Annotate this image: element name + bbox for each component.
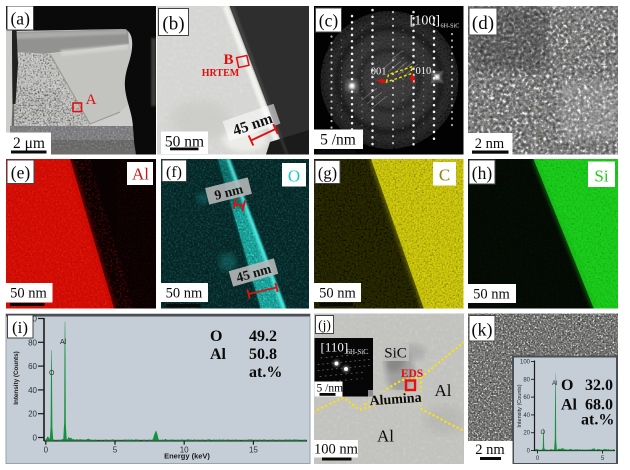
- svg-text:0: 0: [536, 456, 540, 462]
- svg-text:(f): (f): [166, 164, 182, 181]
- svg-text:(b): (b): [162, 14, 184, 35]
- svg-text:at.%: at.%: [249, 364, 282, 381]
- svg-text:9 nm: 9 nm: [213, 181, 245, 203]
- svg-text:50 nm: 50 nm: [319, 286, 356, 302]
- svg-text:0: 0: [33, 434, 38, 443]
- svg-text:15: 15: [249, 446, 258, 455]
- svg-text:(e): (e): [11, 163, 31, 183]
- svg-text:(k): (k): [472, 320, 493, 341]
- svg-text:Intensity (Counts): Intensity (Counts): [13, 351, 20, 405]
- svg-text:20: 20: [28, 410, 37, 419]
- svg-text:(d): (d): [472, 13, 494, 34]
- svg-text:40: 40: [28, 386, 37, 395]
- svg-text:Al: Al: [561, 397, 578, 414]
- svg-text:Al: Al: [377, 427, 394, 446]
- svg-text:0: 0: [527, 449, 531, 455]
- svg-text:49.2: 49.2: [249, 328, 277, 345]
- svg-text:[100]: [100]: [410, 14, 440, 29]
- svg-text:(a): (a): [10, 9, 30, 29]
- svg-text:C: C: [439, 166, 450, 185]
- svg-text:80: 80: [28, 338, 37, 347]
- svg-text:50 nm: 50 nm: [473, 287, 510, 303]
- svg-text:[110]: [110]: [321, 340, 349, 355]
- svg-text:32.0: 32.0: [585, 377, 613, 394]
- svg-text:2 nm: 2 nm: [475, 136, 505, 152]
- svg-text:(i): (i): [12, 318, 28, 337]
- svg-text:(g): (g): [318, 164, 337, 183]
- svg-text:B: B: [223, 52, 233, 68]
- svg-text:O: O: [561, 377, 573, 394]
- svg-text:10: 10: [180, 446, 189, 455]
- svg-text:Al: Al: [552, 381, 557, 387]
- svg-text:68.0: 68.0: [585, 397, 613, 414]
- svg-text:(h): (h): [472, 163, 493, 183]
- svg-text:100: 100: [520, 360, 531, 366]
- svg-text:0: 0: [44, 446, 49, 455]
- svg-text:A: A: [86, 92, 97, 108]
- svg-text:010: 010: [416, 66, 432, 77]
- svg-text:6H-SiC: 6H-SiC: [347, 348, 369, 356]
- svg-text:O: O: [210, 328, 222, 345]
- svg-text:5: 5: [601, 456, 605, 462]
- svg-text:Al: Al: [210, 346, 227, 363]
- svg-text:5 /nm: 5 /nm: [320, 132, 356, 149]
- svg-text:6H-SiC: 6H-SiC: [441, 23, 460, 30]
- svg-text:5 /nm: 5 /nm: [317, 383, 344, 395]
- svg-text:5: 5: [113, 446, 118, 455]
- svg-text:at.%: at.%: [581, 412, 614, 429]
- svg-text:O: O: [541, 430, 546, 436]
- svg-text:60: 60: [523, 395, 530, 401]
- svg-text:EDS: EDS: [401, 368, 423, 380]
- svg-text:60: 60: [28, 362, 37, 371]
- svg-text:100 nm: 100 nm: [314, 442, 359, 458]
- svg-text:50 nm: 50 nm: [165, 134, 204, 151]
- svg-text:001: 001: [371, 67, 387, 78]
- svg-text:Intensity (Counts): Intensity (Counts): [517, 384, 523, 427]
- svg-text:Alumina: Alumina: [369, 391, 422, 410]
- svg-text:Al: Al: [435, 381, 452, 400]
- svg-text:50.8: 50.8: [249, 346, 277, 363]
- svg-text:O: O: [49, 370, 55, 377]
- svg-text:Energy (keV): Energy (keV): [164, 452, 210, 461]
- svg-text:Al: Al: [60, 339, 67, 346]
- svg-text:O: O: [288, 167, 300, 186]
- svg-text:50 nm: 50 nm: [166, 286, 203, 302]
- svg-text:80: 80: [523, 377, 530, 383]
- svg-text:2 nm: 2 nm: [475, 442, 505, 458]
- svg-text:(c): (c): [319, 11, 339, 31]
- svg-text:SiC: SiC: [384, 346, 407, 362]
- svg-text:(j): (j): [318, 318, 331, 333]
- svg-text:50 nm: 50 nm: [10, 286, 47, 302]
- svg-text:40: 40: [523, 413, 530, 419]
- svg-text:HRTEM: HRTEM: [202, 68, 240, 79]
- svg-text:2 μm: 2 μm: [13, 135, 45, 152]
- svg-text:20: 20: [523, 431, 530, 437]
- svg-text:Si: Si: [594, 167, 608, 186]
- svg-text:Al: Al: [132, 165, 149, 184]
